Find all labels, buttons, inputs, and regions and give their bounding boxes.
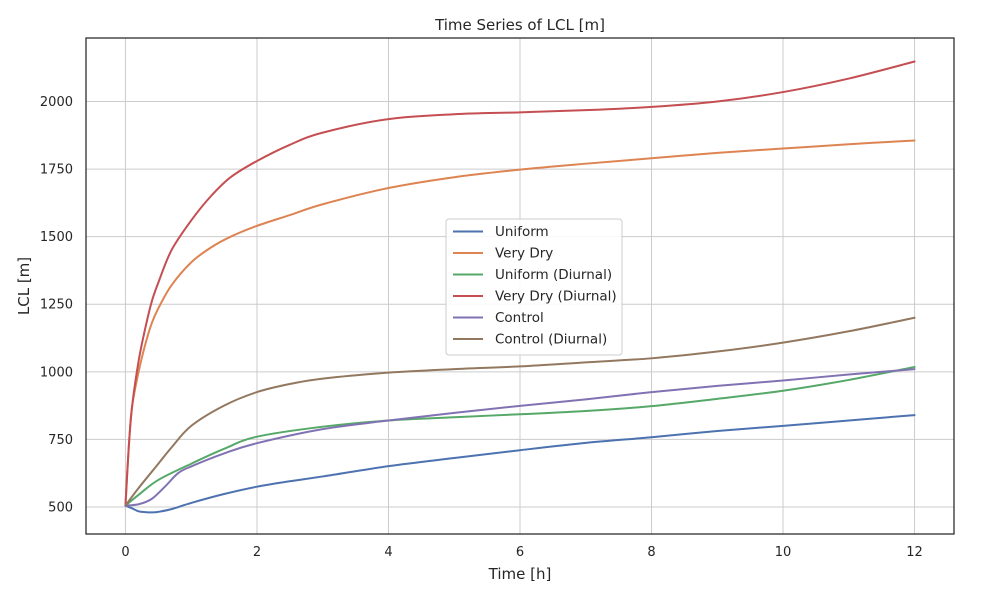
y-axis-label: LCL [m] <box>15 257 33 315</box>
x-tick-labels: 0 2 4 6 8 10 12 <box>121 545 923 560</box>
y-tick-labels: 500 750 1000 1250 1500 1750 2000 <box>40 95 73 515</box>
legend-label-control-diurnal: Control (Diurnal) <box>495 332 607 348</box>
x-tick-label: 2 <box>253 545 261 560</box>
legend-box <box>445 218 623 356</box>
x-tick-label: 8 <box>647 545 655 560</box>
series-lines <box>124 60 916 514</box>
plot-frame <box>85 37 955 535</box>
series-line-control-diurnal <box>124 316 916 507</box>
legend-items: Uniform Very Dry Uniform (Diurnal) Very Dry… <box>453 224 617 348</box>
y-tick-label: 500 <box>48 500 73 515</box>
x-tick-label: 10 <box>775 545 792 560</box>
chart-title: Time Series of LCL [m] <box>434 16 605 34</box>
x-tick-label: 6 <box>516 545 524 560</box>
series-line-control <box>124 368 916 507</box>
legend: Uniform Very Dry Uniform (Diurnal) Very Dry… <box>445 218 623 356</box>
y-tick-label: 1500 <box>40 230 73 245</box>
legend-label-control: Control <box>495 310 544 326</box>
y-tick-label: 2000 <box>40 95 73 110</box>
legend-label-very-dry: Very Dry <box>495 246 553 262</box>
y-tick-label: 1000 <box>40 365 73 380</box>
legend-label-very-dry-diurnal: Very Dry (Diurnal) <box>495 289 617 305</box>
x-tick-label: 0 <box>121 545 129 560</box>
series-line-very-dry-diurnal <box>124 60 916 507</box>
x-axis-label: Time [h] <box>488 565 552 583</box>
y-tick-label: 1750 <box>40 163 73 178</box>
legend-label-uniform-diurnal: Uniform (Diurnal) <box>495 267 612 283</box>
y-tick-label: 1250 <box>40 298 73 313</box>
series-line-uniform-diurnal <box>124 365 916 507</box>
y-tick-label: 750 <box>48 433 73 448</box>
series-line-very-dry <box>124 139 916 507</box>
legend-label-uniform: Uniform <box>495 224 549 240</box>
x-tick-label: 12 <box>906 545 923 560</box>
x-tick-label: 4 <box>384 545 392 560</box>
series-line-uniform <box>124 414 916 514</box>
